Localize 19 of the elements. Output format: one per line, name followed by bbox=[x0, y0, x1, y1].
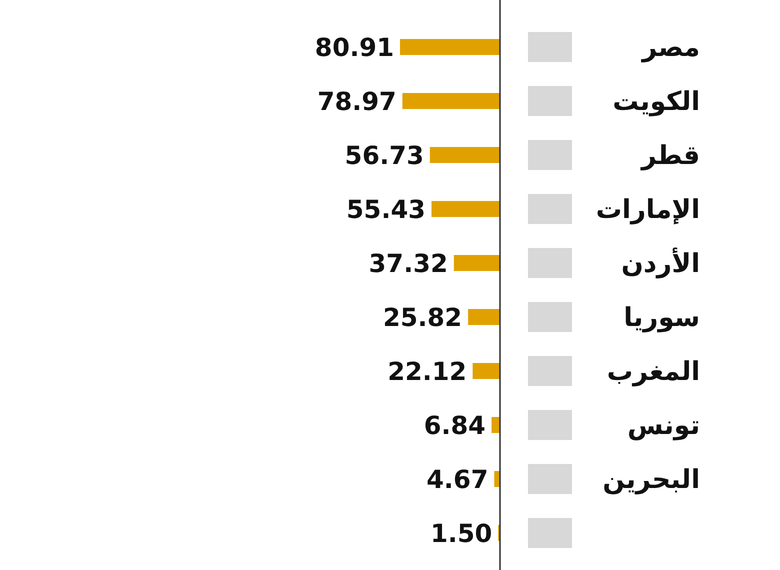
data-label: 37.32 bbox=[368, 249, 448, 278]
data-label: 80.91 bbox=[314, 33, 394, 62]
y-tick-label: الكويت bbox=[612, 87, 700, 117]
y-tick-label: قطر bbox=[639, 141, 700, 171]
data-label: 6.84 bbox=[424, 411, 486, 440]
y-tick-label: الإمارات bbox=[596, 195, 700, 225]
data-label: 25.82 bbox=[383, 303, 462, 332]
data-label: 78.97 bbox=[317, 87, 396, 116]
y-tick-label: البحرين bbox=[602, 465, 700, 495]
y-tick-label: سوريا bbox=[624, 303, 700, 333]
data-label: 22.12 bbox=[388, 357, 467, 386]
data-label: 56.73 bbox=[344, 141, 424, 170]
data-label: 1.50 bbox=[430, 519, 492, 548]
data-label: 55.43 bbox=[346, 195, 426, 224]
data-label: 4.67 bbox=[426, 465, 488, 494]
y-tick-label: تونس bbox=[627, 411, 700, 441]
y-tick-label: المغرب bbox=[606, 357, 700, 387]
y-tick-label: مصر bbox=[640, 33, 700, 63]
y-tick-label: الأردن bbox=[621, 247, 700, 279]
